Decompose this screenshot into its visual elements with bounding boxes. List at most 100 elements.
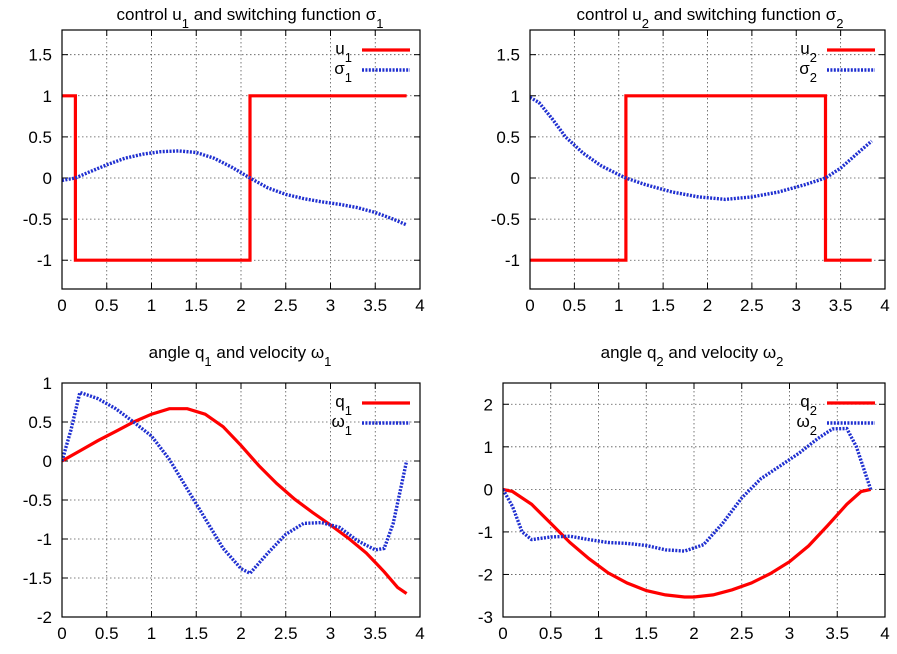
y-tick-label: 1 <box>43 87 52 106</box>
x-tick-label: 4 <box>415 624 424 643</box>
legend-label: u2 <box>800 39 817 65</box>
chart-title-part-0: angle <box>601 343 647 362</box>
x-tick-label: 0.5 <box>539 624 563 643</box>
legend-label: ω1 <box>331 412 352 438</box>
x-tick-label: 4 <box>880 296 889 315</box>
chart-panel-4: angle q2 and velocity ω20 0.5 1 1.5 2 2.5 3 3.5… <box>478 343 890 643</box>
chart-title-part-5: 2 <box>776 354 783 369</box>
x-tick-label: 1 <box>147 296 156 315</box>
legend-label: q1 <box>335 392 352 418</box>
legend-label-part-0: q <box>335 392 344 411</box>
legend-label-part-1: 2 <box>810 423 817 438</box>
plot-frame <box>502 382 886 618</box>
chart-title-part-5: 1 <box>324 354 331 369</box>
chart-panel-2: control u2 and switching function σ20 0.5… <box>491 5 890 315</box>
x-tick-label: 0 <box>57 296 66 315</box>
x-tick-label: 3.5 <box>829 296 853 315</box>
plot-frame <box>529 29 886 290</box>
chart-title-part-1: u <box>172 5 181 24</box>
y-tick-label: -2 <box>37 608 52 627</box>
legend-label: q2 <box>800 392 817 418</box>
x-tick-label: 2.5 <box>274 624 298 643</box>
x-tick-label: 3 <box>792 296 801 315</box>
legend-label-part-1: 2 <box>810 50 817 65</box>
chart-title-part-3: and switching function <box>189 5 366 24</box>
y-tick-label: -1.5 <box>23 569 52 588</box>
x-tick-label: 1.5 <box>184 296 208 315</box>
x-tick-label: 2 <box>703 296 712 315</box>
chart-title-part-2: 2 <box>642 16 649 31</box>
legend-label-part-1: 1 <box>345 70 352 85</box>
x-tick-label: 3 <box>326 296 335 315</box>
x-tick-label: 1.5 <box>184 624 208 643</box>
x-tick-label: 3.5 <box>363 296 387 315</box>
legend-label-part-0: u <box>335 39 344 58</box>
legend-label: σ1 <box>334 59 352 85</box>
series-line-q2 <box>503 487 872 599</box>
y-tick-label: -2 <box>478 565 493 584</box>
x-tick-label: 0 <box>525 296 534 315</box>
x-tick-label: 2 <box>689 624 698 643</box>
series-line-ω1 <box>62 390 409 575</box>
series-line-σ2 <box>530 95 873 202</box>
x-tick-label: 3.5 <box>825 624 849 643</box>
legend-label-part-0: q <box>800 392 809 411</box>
x-tick-label: 2.5 <box>730 624 754 643</box>
y-tick-label: 1.5 <box>28 46 52 65</box>
chart-title-part-5: 2 <box>836 16 843 31</box>
y-tick-label: -1 <box>478 523 493 542</box>
x-tick-label: 3 <box>326 624 335 643</box>
x-tick-label: 2.5 <box>274 296 298 315</box>
chart-panel-3: angle q1 and velocity ω10 0.5 1 1.5 2 2.5 3 3.5… <box>23 343 425 643</box>
series-line-σ1 <box>62 149 408 227</box>
chart-panel-1: control u1 and switching function σ10 0.5… <box>23 5 425 315</box>
legend-label-part-1: 2 <box>810 403 817 418</box>
x-tick-label: 4 <box>880 624 889 643</box>
y-tick-label: 0 <box>43 169 52 188</box>
legend-label-part-0: ω <box>331 412 344 431</box>
chart-title-part-2: 1 <box>182 16 189 31</box>
chart-title-part-0: control <box>117 5 173 24</box>
y-tick-label: -0.5 <box>23 210 52 229</box>
chart-title-part-3: and switching function <box>649 5 826 24</box>
x-tick-label: 0.5 <box>95 296 119 315</box>
legend-label-part-1: 1 <box>345 403 352 418</box>
y-tick-label: 0.5 <box>28 413 52 432</box>
x-tick-label: 1 <box>147 624 156 643</box>
chart-title-part-4: ω <box>311 343 324 362</box>
chart-title-part-4: ω <box>763 343 776 362</box>
x-tick-label: 0.5 <box>95 624 119 643</box>
y-tick-label: -0.5 <box>23 491 52 510</box>
series-line-ω2 <box>503 426 873 553</box>
chart-title-part-3: and velocity <box>664 343 763 362</box>
chart-title: angle q2 and velocity ω2 <box>601 343 784 369</box>
chart-title-part-0: angle <box>149 343 195 362</box>
y-tick-label: -3 <box>478 608 493 627</box>
x-tick-label: 3.5 <box>363 624 387 643</box>
y-tick-label: 0.5 <box>496 128 520 147</box>
y-tick-label: -1 <box>505 251 520 270</box>
x-tick-label: 3 <box>785 624 794 643</box>
chart-title-part-4: σ <box>826 5 837 24</box>
x-tick-label: 1 <box>594 624 603 643</box>
chart-title-part-0: control <box>577 5 633 24</box>
chart-title: control u1 and switching function σ1 <box>117 5 384 31</box>
y-tick-label: -1 <box>37 530 52 549</box>
legend-label-part-1: 1 <box>345 50 352 65</box>
y-tick-label: 1.5 <box>496 46 520 65</box>
y-tick-label: 0 <box>484 480 493 499</box>
x-tick-label: 0.5 <box>563 296 587 315</box>
series-line-q1 <box>62 407 408 595</box>
legend-label: σ2 <box>799 59 817 85</box>
x-tick-label: 1 <box>614 296 623 315</box>
chart-title-part-1: q <box>647 343 656 362</box>
x-tick-label: 2 <box>236 296 245 315</box>
chart-title-part-3: and velocity <box>212 343 311 362</box>
x-tick-label: 4 <box>415 296 424 315</box>
y-tick-label: 2 <box>484 395 493 414</box>
x-tick-label: 1.5 <box>634 624 658 643</box>
chart-title-part-5: 1 <box>376 16 383 31</box>
legend-label: u1 <box>335 39 352 65</box>
legend-label: ω2 <box>796 412 817 438</box>
y-tick-label: 1 <box>511 87 520 106</box>
